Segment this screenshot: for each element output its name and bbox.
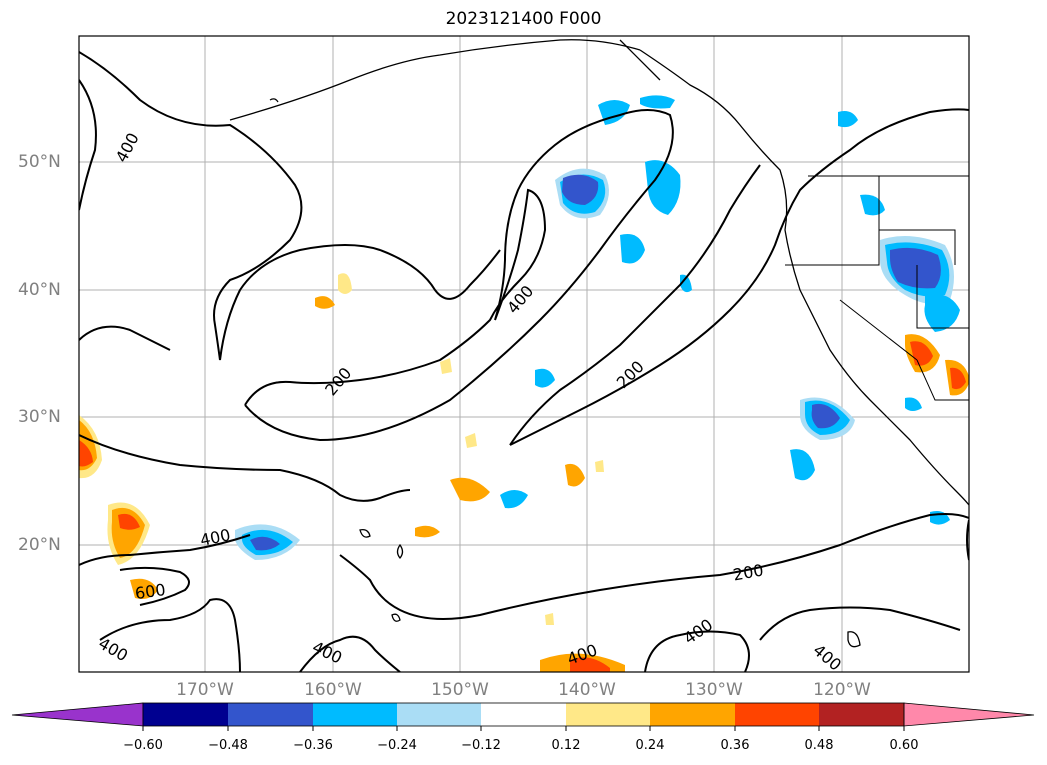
colorbar-bin-9 [819, 703, 904, 726]
map-frame [78, 35, 970, 673]
colorbar-bin-2 [228, 703, 313, 726]
colorbar-extend-high [903, 702, 1035, 727]
state-borders [785, 175, 969, 401]
colorbar-bin-4 [397, 703, 481, 726]
colorbar-extend-low [11, 702, 144, 727]
gridlines [79, 36, 969, 672]
colorbar-tick-label: 0.24 [635, 738, 665, 753]
colorbar-tick-label: −0.12 [461, 738, 501, 753]
lon-label-120w: 120°W [813, 680, 871, 700]
lat-label-50n: 50°N [18, 152, 61, 172]
lon-label-140w: 140°W [558, 680, 616, 700]
negative-anomaly-areas [235, 95, 960, 560]
colorbar-bin-5 [481, 703, 566, 726]
positive-anomaly-areas [79, 273, 969, 672]
colorbar-bin-3 [313, 703, 397, 726]
lon-label-150w: 150°W [431, 680, 489, 700]
colorbar-bin-7 [650, 703, 735, 726]
lon-label-160w: 160°W [304, 680, 362, 700]
colorbar-tick-label: 0.60 [889, 738, 919, 753]
colorbar-tick-label: −0.48 [208, 738, 248, 753]
lon-label-170w: 170°W [176, 680, 234, 700]
lat-label-20n: 20°N [18, 535, 61, 555]
colorbar-tick-label: −0.60 [123, 738, 163, 753]
colorbar-tick-label: 0.12 [551, 738, 581, 753]
colorbar-tick-label: 0.48 [804, 738, 834, 753]
height-contours [79, 51, 969, 672]
colorbar-tick-label: 0.36 [720, 738, 750, 753]
lat-label-30n: 30°N [18, 407, 61, 427]
colorbar-tick-label: −0.36 [293, 738, 333, 753]
colorbar-bin-6 [566, 703, 650, 726]
colorbar-bin-1 [143, 703, 228, 726]
colorbar-bin-8 [735, 703, 819, 726]
colorbar-tick-label: −0.24 [377, 738, 417, 753]
coastlines [229, 39, 969, 648]
colorbar [11, 702, 1035, 731]
map-title: 2023121400 F000 [445, 9, 602, 29]
lat-label-40n: 40°N [18, 280, 61, 300]
lon-label-130w: 130°W [685, 680, 743, 700]
